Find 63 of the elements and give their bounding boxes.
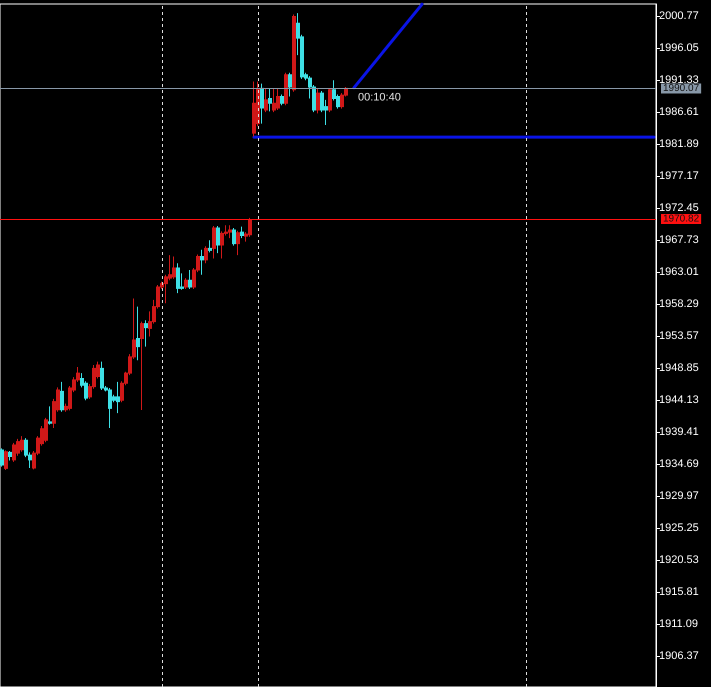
candlestick bbox=[44, 417, 48, 443]
candlestick bbox=[252, 81, 256, 137]
candlestick bbox=[144, 320, 148, 348]
candlestick bbox=[8, 450, 12, 462]
y-tick-label: 2000.77 bbox=[659, 10, 699, 22]
y-tick-label: 1915.81 bbox=[659, 586, 699, 598]
y-tick-label: 1977.17 bbox=[659, 170, 699, 182]
candlestick bbox=[316, 88, 320, 114]
candlestick bbox=[176, 262, 180, 294]
candlestick bbox=[172, 256, 176, 280]
candlestick bbox=[136, 306, 140, 361]
candlestick bbox=[268, 88, 272, 112]
y-tick-label: 1911.09 bbox=[659, 618, 698, 630]
candlestick bbox=[328, 88, 332, 113]
candlestick bbox=[208, 240, 212, 253]
y-tick-label: 1972.45 bbox=[659, 202, 699, 214]
candlestick bbox=[116, 381, 120, 414]
candlestick bbox=[228, 224, 232, 239]
y-tick-label: 1939.41 bbox=[659, 426, 699, 438]
candlestick bbox=[12, 442, 16, 462]
candlestick bbox=[248, 217, 252, 238]
ref-line-label: 1990.07 bbox=[663, 83, 700, 94]
candlestick bbox=[260, 83, 264, 124]
candlestick bbox=[216, 225, 220, 254]
annotation: 00:10:40 bbox=[358, 92, 401, 104]
y-tick-label: 1967.73 bbox=[659, 234, 699, 246]
candlestick bbox=[108, 388, 112, 429]
ref-line-label: 1970.82 bbox=[663, 214, 700, 225]
y-tick-label: 1948.85 bbox=[659, 362, 699, 374]
y-tick-label: 1925.25 bbox=[659, 522, 699, 534]
candlestick bbox=[280, 94, 284, 106]
candlestick bbox=[4, 450, 8, 471]
y-tick-label: 1981.89 bbox=[659, 138, 699, 150]
y-tick-label: 1934.69 bbox=[659, 458, 699, 470]
candlestick bbox=[48, 406, 52, 426]
candlestick bbox=[184, 278, 188, 290]
candlestick bbox=[0, 448, 4, 468]
y-tick-label: 1944.13 bbox=[659, 394, 699, 406]
y-tick-label: 1963.01 bbox=[659, 266, 699, 278]
candlestick bbox=[60, 381, 64, 412]
y-tick-label: 1906.37 bbox=[659, 650, 699, 662]
candlestick bbox=[236, 230, 240, 256]
y-tick-label: 1996.05 bbox=[659, 42, 699, 54]
candlestick bbox=[284, 72, 288, 106]
candlestick bbox=[288, 72, 292, 97]
y-tick-label: 1929.97 bbox=[659, 490, 699, 502]
y-tick-label: 1986.61 bbox=[659, 106, 699, 118]
candlestick bbox=[240, 226, 244, 239]
candlestick bbox=[272, 88, 276, 113]
candlestick bbox=[276, 88, 280, 111]
candlestick bbox=[188, 270, 192, 290]
candlestick bbox=[140, 321, 144, 410]
y-tick-label: 1953.57 bbox=[659, 330, 699, 342]
candlestick bbox=[200, 249, 204, 276]
candlestick bbox=[20, 436, 24, 452]
y-tick-label: 1920.53 bbox=[659, 554, 699, 566]
candlestick bbox=[264, 88, 268, 113]
candlestick bbox=[292, 14, 296, 92]
candlestick bbox=[100, 361, 104, 391]
y-tick-label: 1958.29 bbox=[659, 298, 699, 310]
candlestick bbox=[232, 228, 236, 246]
candlestick bbox=[204, 246, 208, 264]
candlestick bbox=[212, 225, 216, 260]
